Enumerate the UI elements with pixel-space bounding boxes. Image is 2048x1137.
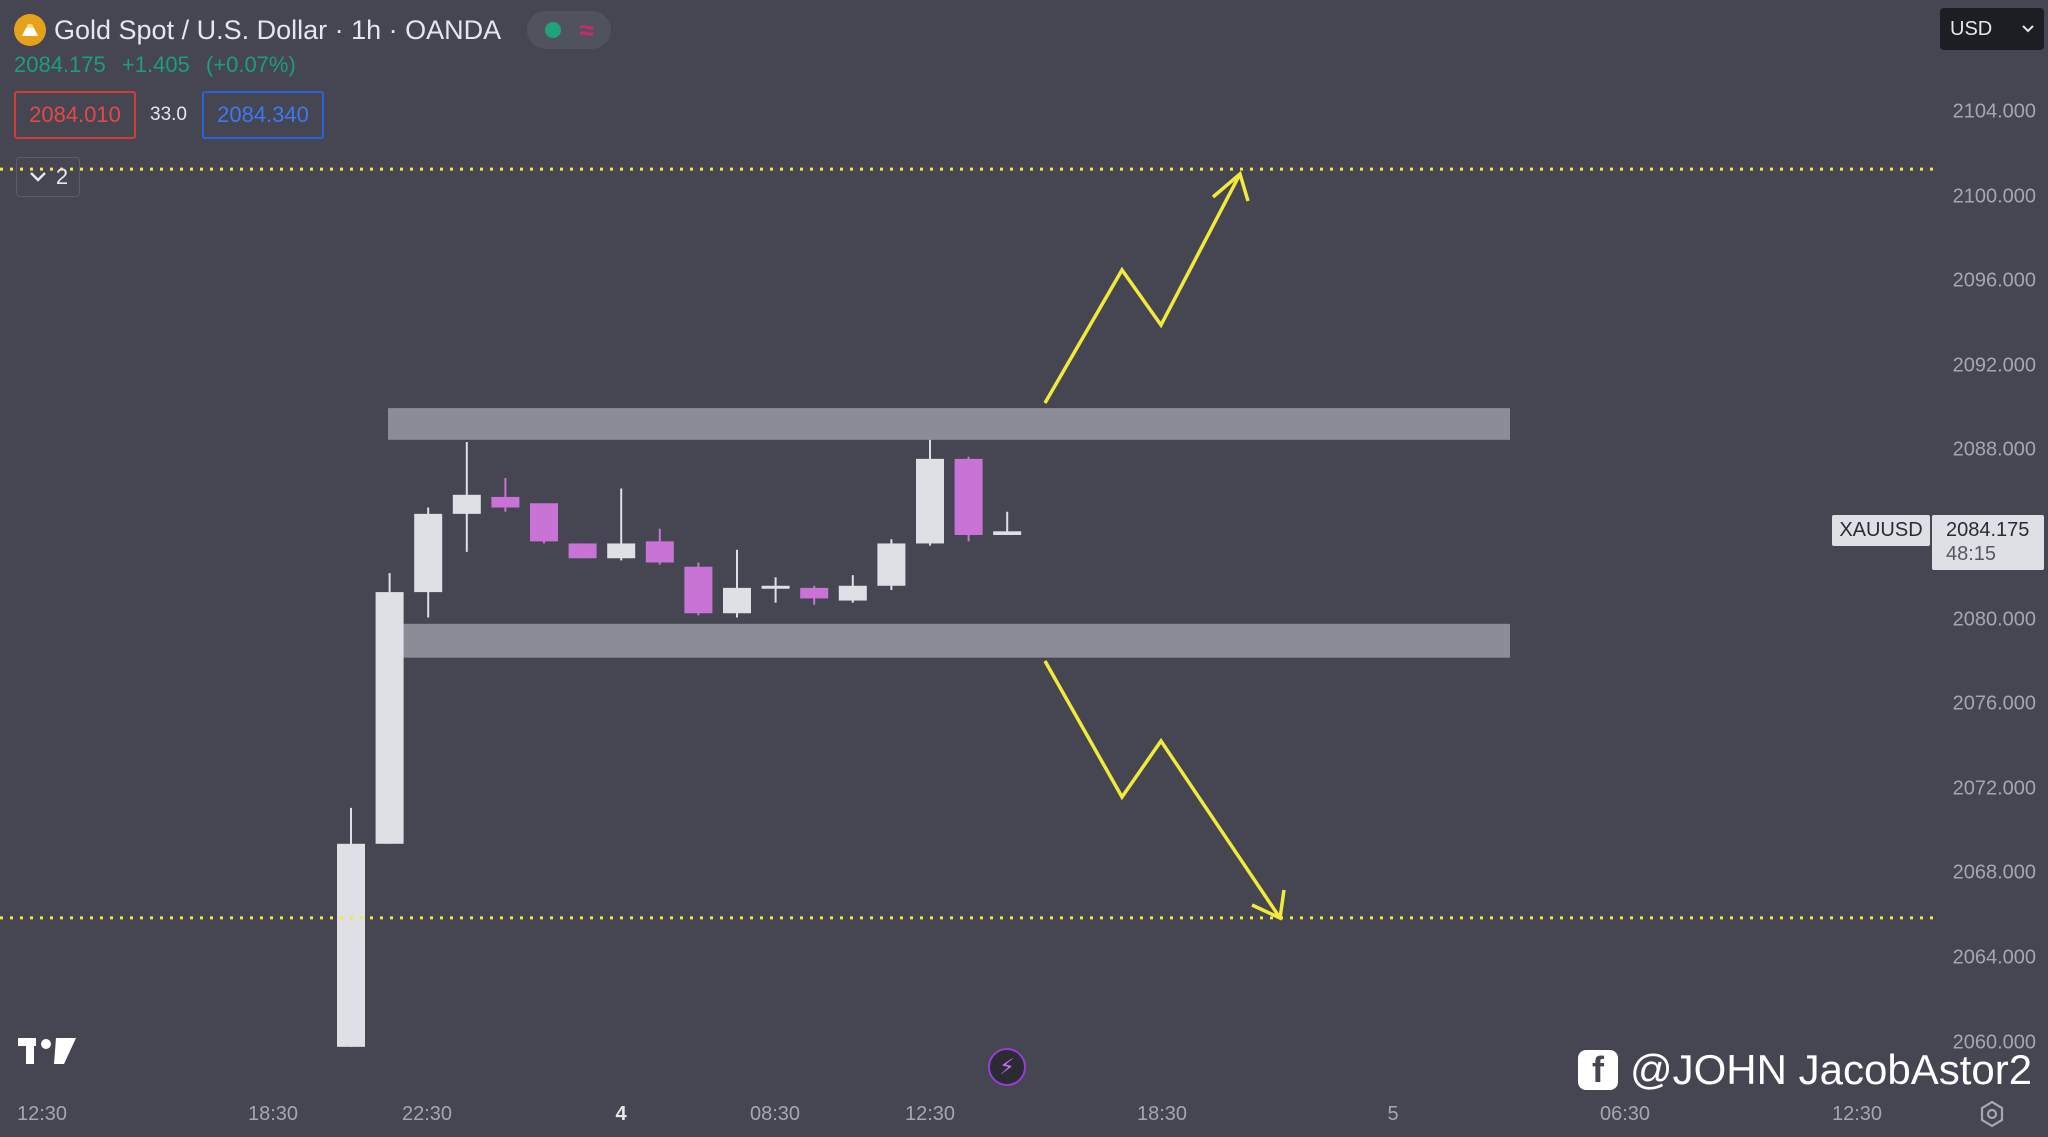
time-tick: 22:30 bbox=[401, 1103, 453, 1125]
arrow-head-down bbox=[1251, 889, 1286, 921]
price-tick: 2088.000 bbox=[1952, 438, 2036, 461]
price-tick: 2104.000 bbox=[1952, 100, 2036, 123]
candle bbox=[491, 477, 520, 512]
time-tick: 12:30 bbox=[904, 1103, 956, 1125]
price-tick: 2096.000 bbox=[1952, 269, 2036, 292]
chevron-down-icon bbox=[30, 172, 46, 182]
candle-body bbox=[337, 843, 365, 1047]
indicators-toggle-button[interactable]: 2 bbox=[16, 157, 80, 197]
arrow-head-up bbox=[1211, 170, 1250, 202]
candle bbox=[800, 585, 829, 605]
candle-body bbox=[530, 503, 558, 542]
candle-body bbox=[452, 494, 481, 514]
support-zone bbox=[403, 623, 1510, 658]
time-tick: 08:30 bbox=[749, 1103, 801, 1125]
candle bbox=[568, 543, 597, 559]
candle bbox=[375, 573, 404, 844]
spread-value: 33.0 bbox=[150, 104, 187, 125]
resistance-zone bbox=[388, 408, 1510, 440]
candle-body bbox=[645, 541, 674, 563]
price-change: +1.405 bbox=[121, 52, 190, 77]
symbol-price-label: XAUUSD bbox=[1832, 515, 1930, 546]
watermark: f @JOHN JacobAstor2 bbox=[1578, 1046, 2032, 1094]
time-tick: 18:30 bbox=[1136, 1103, 1188, 1125]
time-tick: 5 bbox=[1387, 1103, 1399, 1125]
candle bbox=[916, 439, 944, 546]
candle-body bbox=[607, 543, 636, 559]
tradingview-logo[interactable] bbox=[18, 1036, 78, 1071]
price-tick: 2072.000 bbox=[1952, 777, 2036, 800]
bar-countdown: 48:15 bbox=[1946, 543, 1997, 565]
candle bbox=[645, 528, 674, 565]
candle bbox=[954, 456, 983, 542]
candle bbox=[723, 549, 751, 618]
candle-body bbox=[568, 543, 597, 559]
time-tick: 4 bbox=[615, 1103, 627, 1125]
price-tick: 2064.000 bbox=[1952, 946, 2036, 969]
candle bbox=[877, 539, 906, 590]
last-price-value: 2084.175 bbox=[1946, 519, 2030, 541]
price-tick: 2068.000 bbox=[1952, 861, 2036, 884]
candle bbox=[530, 503, 558, 544]
candle bbox=[414, 507, 443, 618]
symbol-title: Gold Spot / U.S. Dollar · 1h · OANDA bbox=[54, 14, 502, 45]
candle-body bbox=[761, 585, 790, 589]
last-price: 2084.175 bbox=[14, 52, 106, 77]
candle-body bbox=[916, 458, 944, 544]
ohlc-summary: 2084.175 +1.405 (+0.07%) bbox=[14, 52, 296, 78]
price-tick: 2076.000 bbox=[1952, 692, 2036, 715]
candle-body bbox=[993, 531, 1022, 535]
candle bbox=[452, 441, 481, 552]
facebook-icon: f bbox=[1578, 1049, 1618, 1090]
lightning-icon[interactable]: ⚡ bbox=[988, 1048, 1026, 1086]
price-tick: 2092.000 bbox=[1952, 354, 2036, 377]
candle-body bbox=[375, 592, 404, 844]
candle-body bbox=[723, 587, 751, 614]
candle-body bbox=[877, 543, 906, 586]
market-status-pill[interactable]: ≈ bbox=[527, 11, 612, 49]
candle bbox=[761, 577, 790, 603]
price-tick: 2080.000 bbox=[1952, 608, 2036, 631]
candle bbox=[993, 511, 1022, 535]
symbol-header[interactable]: Gold Spot / U.S. Dollar · 1h · OANDA ≈ bbox=[14, 10, 612, 50]
bearish-path-arrow bbox=[1043, 660, 1282, 919]
gear-icon[interactable] bbox=[1978, 1100, 2006, 1128]
bullish-path-arrow bbox=[1043, 173, 1242, 404]
candle bbox=[337, 807, 365, 1047]
price-tick: 2100.000 bbox=[1952, 185, 2036, 208]
data-delay-icon: ≈ bbox=[579, 15, 594, 45]
candle-body bbox=[954, 458, 983, 535]
candle-body bbox=[838, 585, 867, 601]
indicators-count: 2 bbox=[55, 164, 69, 189]
gold-icon bbox=[14, 14, 46, 46]
market-open-icon bbox=[544, 22, 561, 38]
watermark-text: @JOHN JacobAstor2 bbox=[1630, 1046, 2033, 1093]
currency-value: USD bbox=[1950, 17, 1993, 40]
buy-button[interactable]: 2084.340 bbox=[202, 91, 324, 139]
sell-button[interactable]: 2084.010 bbox=[14, 91, 136, 139]
currency-select[interactable]: USD bbox=[1940, 8, 2044, 50]
candle-body bbox=[800, 587, 829, 599]
chevron-down-icon bbox=[2022, 25, 2034, 33]
time-tick: 12:30 bbox=[16, 1103, 68, 1125]
candle bbox=[838, 575, 867, 603]
time-tick: 18:30 bbox=[247, 1103, 299, 1125]
last-price-label: 2084.175 48:15 bbox=[1932, 515, 2044, 570]
candle-body bbox=[414, 513, 443, 593]
candle-body bbox=[684, 566, 713, 614]
candle-body bbox=[491, 496, 520, 508]
time-tick: 06:30 bbox=[1599, 1103, 1651, 1125]
candle bbox=[607, 488, 636, 561]
price-change-pct: (+0.07%) bbox=[205, 52, 296, 77]
time-tick: 12:30 bbox=[1831, 1103, 1883, 1125]
price-tick: 2060.000 bbox=[1952, 1031, 2036, 1054]
candle bbox=[684, 562, 713, 616]
